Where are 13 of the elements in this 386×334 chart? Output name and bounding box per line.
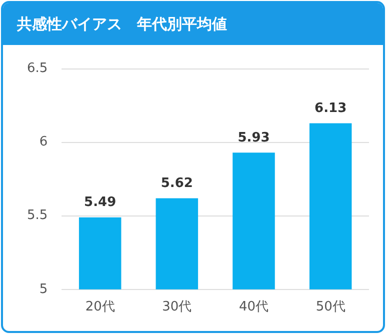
data-label: 5.49 [84,195,116,210]
x-tick-label: 30代 [162,300,192,315]
x-tick-label: 50代 [316,300,346,315]
data-label: 5.93 [238,130,270,146]
y-tick-label: 6.5 [26,61,48,76]
y-tick-label: 5.5 [26,208,48,224]
chart-title: 共感性バイアス 年代別平均値 [3,3,383,45]
data-label: 6.13 [314,101,347,116]
x-tick-label: 40代 [238,300,269,315]
y-tick-label: 6 [39,134,48,150]
x-tick-label: 20代 [85,300,115,315]
y-tick-label: 5 [39,282,48,297]
data-label: 5.62 [160,176,193,192]
